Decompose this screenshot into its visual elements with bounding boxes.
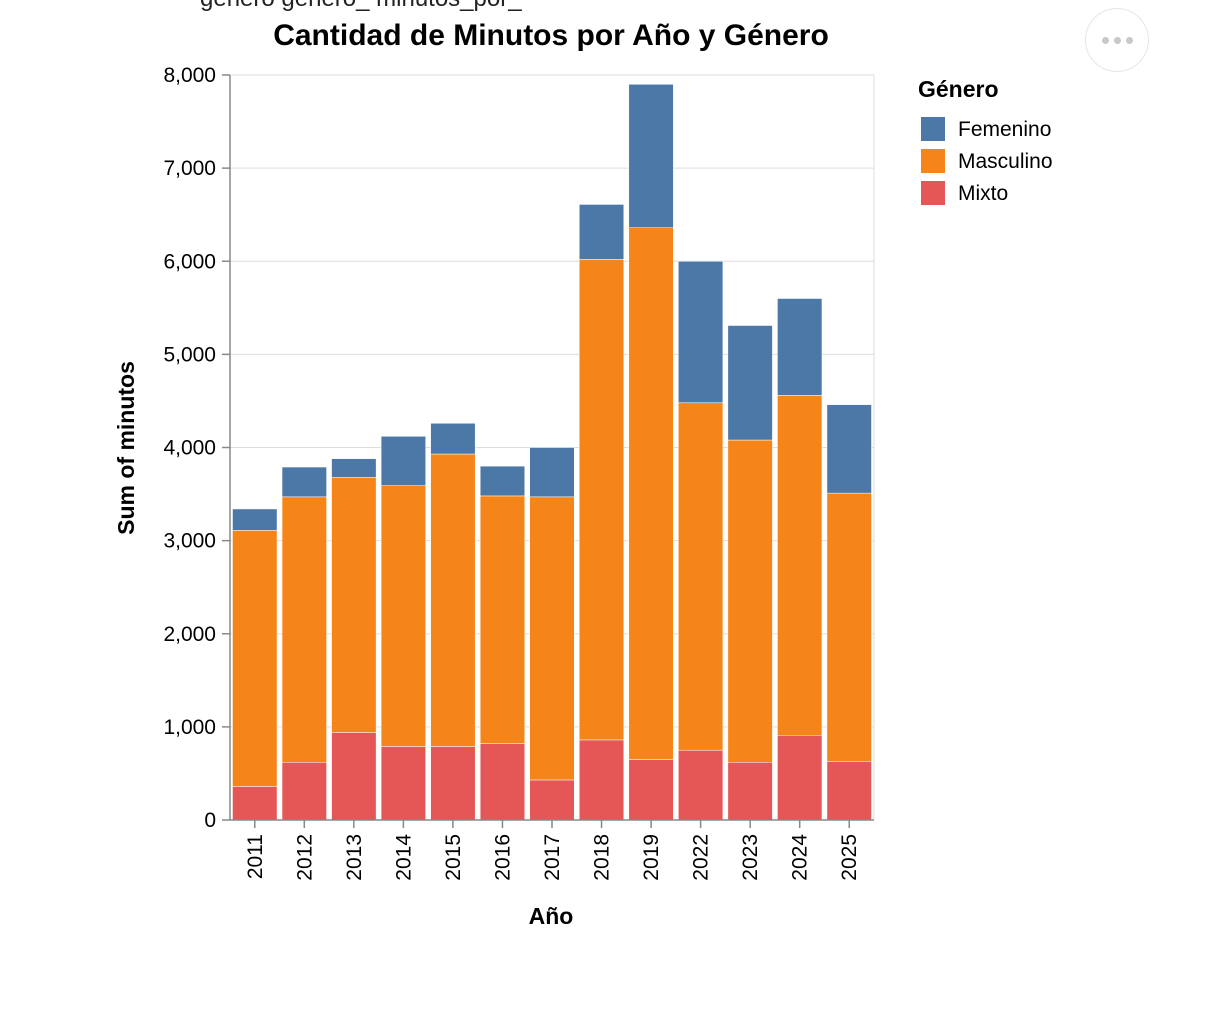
bar-femenino-2011: [232, 508, 278, 531]
bar-masculino-2012: [281, 496, 327, 763]
bar-mixto-2019: [628, 759, 674, 821]
bar-mixto-2025: [826, 761, 872, 821]
x-tick-label: 2025: [838, 834, 861, 881]
bar-femenino-2016: [479, 465, 525, 497]
ellipsis-icon: [1125, 36, 1133, 44]
bar-masculino-2015: [430, 453, 476, 747]
bar-femenino-2019: [628, 84, 674, 228]
bar-masculino-2011: [232, 530, 278, 787]
x-tick-label: 2018: [591, 834, 614, 881]
x-axis-title: Año: [529, 903, 574, 929]
x-tick-label: 2023: [739, 834, 762, 881]
legend-label-femenino: Femenino: [958, 118, 1051, 141]
legend-swatch-femenino: [921, 117, 945, 141]
bar-mixto-2017: [529, 779, 575, 821]
legend-label-masculino: Masculino: [958, 150, 1053, 173]
bar-masculino-2022: [678, 402, 724, 751]
y-tick-label: 1,000: [163, 716, 216, 739]
chart-title: Cantidad de Minutos por Año y Género: [273, 19, 829, 52]
y-tick-label: 7,000: [163, 157, 216, 180]
bar-femenino-2024: [777, 298, 823, 396]
bar-masculino-2019: [628, 227, 674, 760]
legend-swatch-masculino: [921, 149, 945, 173]
y-axis-title: Sum of minutos: [113, 361, 139, 535]
bar-masculino-2017: [529, 496, 575, 781]
bar-mixto-2024: [777, 735, 823, 821]
bar-masculino-2016: [479, 495, 525, 744]
x-tick-label: 2011: [244, 834, 267, 879]
bar-mixto-2012: [281, 762, 327, 821]
bar-femenino-2023: [727, 325, 773, 441]
bar-mixto-2015: [430, 746, 476, 821]
x-tick-label: 2017: [541, 834, 564, 881]
x-tick-label: 2014: [392, 834, 415, 881]
legend-title: Género: [918, 76, 999, 102]
bar-masculino-2014: [380, 485, 426, 747]
x-tick-label: 2019: [640, 834, 663, 881]
ellipsis-icon: [1101, 36, 1109, 44]
bar-mixto-2013: [331, 732, 377, 821]
x-tick-label: 2022: [690, 834, 713, 881]
actions-menu-button[interactable]: [1085, 8, 1149, 72]
bar-masculino-2024: [777, 395, 823, 736]
x-tick-label: 2015: [442, 834, 465, 881]
bar-femenino-2013: [331, 458, 377, 478]
y-tick-label: 2,000: [163, 623, 216, 646]
y-tick-label: 3,000: [163, 530, 216, 553]
bars: [232, 84, 872, 821]
bar-femenino-2025: [826, 404, 872, 494]
bar-femenino-2012: [281, 466, 327, 498]
bar-masculino-2018: [579, 259, 625, 741]
x-tick-label: 2012: [293, 834, 316, 881]
y-tick-label: 8,000: [163, 64, 216, 87]
y-tick-label: 6,000: [163, 250, 216, 273]
bar-femenino-2014: [380, 436, 426, 486]
bar-mixto-2022: [678, 749, 724, 821]
bar-mixto-2014: [380, 746, 426, 821]
bar-mixto-2011: [232, 786, 278, 821]
bar-mixto-2016: [479, 743, 525, 821]
y-tick-label: 0: [204, 809, 216, 832]
y-tick-label: 5,000: [163, 343, 216, 366]
bar-masculino-2023: [727, 439, 773, 763]
legend-label-mixto: Mixto: [958, 182, 1008, 205]
bar-mixto-2023: [727, 762, 773, 821]
bar-femenino-2017: [529, 447, 575, 498]
clipped-top-text: género género_ minutos_por_: [200, 0, 522, 12]
x-tick-label: 2024: [789, 834, 812, 881]
y-tick-label: 4,000: [163, 437, 216, 460]
x-tick-label: 2013: [343, 834, 366, 881]
axes: 0 1,000 2,000 3,000 4,000 5,000 6,000 7,000 8,00…: [163, 64, 874, 881]
bar-femenino-2018: [579, 204, 625, 260]
bar-mixto-2018: [579, 739, 625, 821]
legend-swatch-mixto: [921, 181, 945, 205]
bar-femenino-2015: [430, 423, 476, 455]
bar-femenino-2022: [678, 261, 724, 404]
ellipsis-icon: [1113, 36, 1121, 44]
bar-masculino-2013: [331, 477, 377, 733]
legend: Género Femenino Masculino Mixto: [918, 76, 1053, 205]
x-tick-label: 2016: [491, 834, 514, 881]
bar-masculino-2025: [826, 492, 872, 762]
